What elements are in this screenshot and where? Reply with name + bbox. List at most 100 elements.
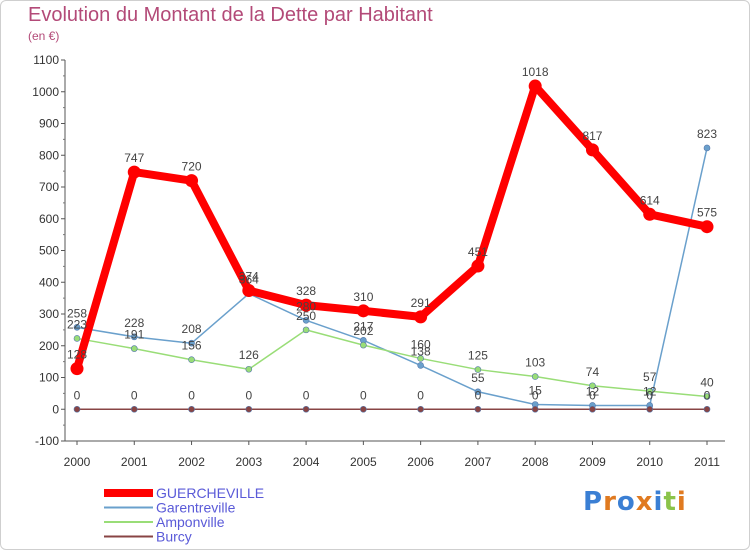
data-label: 74 [586,365,600,379]
x-tick-label: 2004 [293,455,320,469]
data-point [302,326,310,334]
data-point [70,362,84,376]
y-tick-label: 400 [39,275,59,289]
data-label: 138 [411,344,431,358]
data-label: 451 [468,245,488,259]
data-point [130,345,138,352]
y-tick-label: 900 [39,117,59,131]
data-label: 0 [245,388,252,402]
data-label: 823 [697,127,717,141]
data-label: 0 [589,388,596,402]
data-point [73,405,81,413]
logo-letter: P [583,487,604,517]
data-point [245,365,253,373]
series-line-garentreville [76,147,708,407]
y-tick-label: 700 [39,180,59,194]
data-label: 0 [475,388,482,402]
x-tick-label: 2009 [579,455,606,469]
data-label: 126 [239,348,259,362]
y-tick-label: 600 [39,212,59,226]
data-point [646,387,654,395]
data-label: 258 [67,306,87,320]
data-label: 57 [643,370,657,384]
data-label: 0 [74,388,81,402]
data-point [417,362,424,369]
data-label: 614 [640,193,660,207]
data-point [474,388,482,396]
y-tick-label: 100 [39,371,59,385]
data-point [528,79,542,93]
data-point [414,310,428,324]
data-point [643,207,657,221]
y-tick-label: 1100 [33,53,59,67]
proxiti-logo: Proxiti [583,487,687,517]
data-point [242,284,256,298]
logo-letter: i [676,487,687,517]
data-label: 160 [411,337,431,351]
data-point [130,333,138,341]
logo-letter: t [663,487,677,517]
data-label: 55 [471,371,485,385]
data-point [589,405,596,413]
data-label: 720 [182,160,202,174]
y-tick-label: 300 [39,307,59,321]
data-label: 1018 [522,65,549,79]
logo-letter: r [603,487,617,517]
y-tick-label: 800 [39,148,59,162]
data-label: 156 [182,339,202,353]
data-point [417,355,424,362]
data-label: 208 [182,322,202,336]
y-tick-label: 200 [39,339,59,353]
data-label: 0 [417,388,424,402]
data-label: 125 [468,349,488,363]
data-point [417,405,424,413]
data-point [703,393,711,400]
data-point [360,405,367,413]
data-point [703,144,711,152]
x-tick-label: 2011 [694,455,720,469]
data-label: 128 [67,348,87,362]
x-tick-label: 2005 [350,455,377,469]
data-point [73,335,81,342]
data-point [585,143,599,157]
data-point [646,405,654,413]
data-point [188,356,195,364]
data-label: 191 [124,328,144,342]
series-line-amponville [76,329,708,398]
data-point [703,405,711,413]
data-point [302,405,310,413]
data-label: 250 [296,309,316,323]
data-point [360,341,367,349]
x-tick-label: 2002 [178,455,205,469]
data-point [589,382,596,390]
data-point [188,405,195,413]
logo-letter: o [616,487,636,517]
data-label: 0 [188,388,195,402]
data-point [356,304,370,318]
data-point [185,174,199,188]
data-label: 0 [704,388,711,402]
x-tick-label: 2000 [64,455,91,469]
data-label: 0 [532,388,539,402]
data-point [531,405,539,413]
data-label: 817 [582,129,602,143]
chart-title: Evolution du Montant de la Dette par Hab… [28,4,433,26]
data-point [299,298,313,312]
data-label: 575 [697,206,717,220]
legend-label: Amponville [156,514,225,530]
data-label: 228 [124,316,144,330]
data-point [474,405,482,413]
data-point [127,165,141,179]
x-tick-label: 2001 [121,455,148,469]
x-tick-label: 2007 [465,455,492,469]
legend-label: Garentreville [156,500,236,516]
data-label: 12 [643,384,657,398]
legend-label: GUERCHEVILLE [156,485,264,501]
data-point [245,405,253,413]
chart-subtitle: (en €) [28,29,60,43]
data-label: 0 [303,388,310,402]
data-point [700,220,714,234]
data-label: 747 [124,151,144,165]
data-label: 217 [353,319,373,333]
